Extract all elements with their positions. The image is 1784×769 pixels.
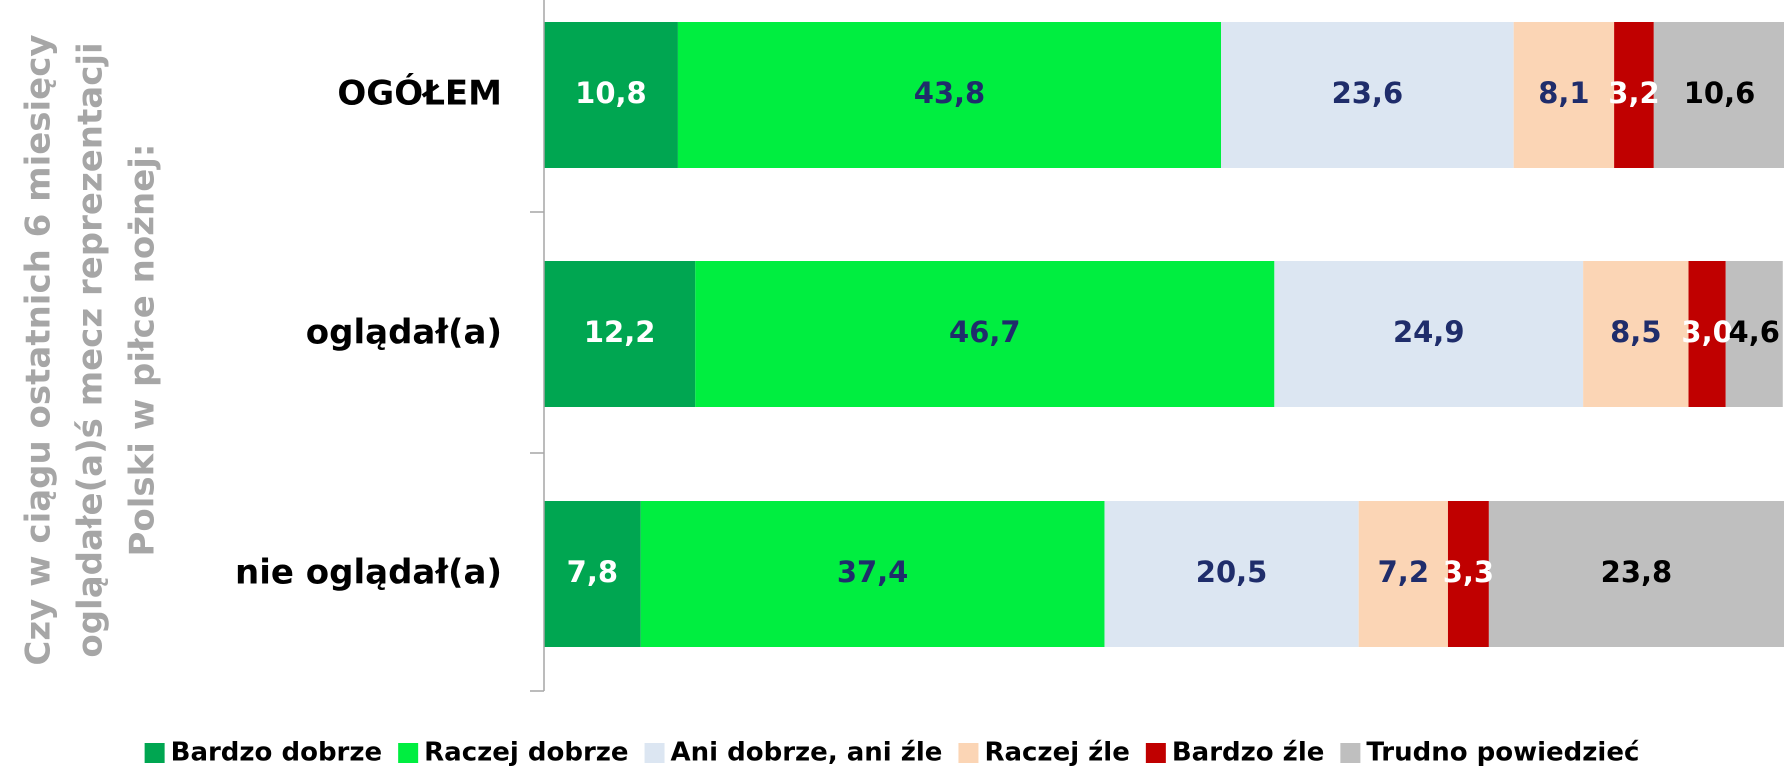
y-axis-label: oglądałe(a)ś mecz reprezentacji <box>71 42 111 657</box>
bar-segment <box>544 501 641 647</box>
value-label: 7,2 <box>1378 555 1429 589</box>
bar-segment <box>677 22 1222 168</box>
value-label: 10,6 <box>1684 76 1756 110</box>
value-label: 20,5 <box>1196 555 1268 589</box>
y-axis-label: Polski w piłce nożnej: <box>123 143 163 556</box>
bar-segment <box>1725 261 1783 407</box>
legend-swatch <box>144 743 165 763</box>
legend-swatch <box>644 743 665 763</box>
legend-label: Ani dobrze, ani źle <box>671 738 943 768</box>
value-label: 10,8 <box>575 76 647 110</box>
legend-label: Bardzo źle <box>1172 738 1325 768</box>
value-label: 3,3 <box>1443 555 1494 589</box>
bar-segment <box>544 261 696 407</box>
legend-label: Bardzo dobrze <box>171 738 383 768</box>
legend-swatch <box>1145 743 1166 763</box>
value-label: 46,7 <box>949 315 1021 349</box>
value-label: 12,2 <box>584 315 656 349</box>
value-label: 23,6 <box>1332 76 1404 110</box>
bar-segment <box>1688 261 1726 407</box>
value-label: 43,8 <box>914 76 986 110</box>
value-label: 37,4 <box>837 555 909 589</box>
bar-segment <box>1274 261 1584 407</box>
bar-segment <box>1513 22 1615 168</box>
value-label: 24,9 <box>1393 315 1465 349</box>
bar-segment <box>1488 501 1784 647</box>
value-label: 23,8 <box>1601 555 1673 589</box>
plot-area <box>544 22 1784 647</box>
bar-segment <box>1104 501 1359 647</box>
legend-label: Trudno powiedzieć <box>1366 738 1639 768</box>
category-label: nie oglądał(a) <box>235 553 502 593</box>
legend-label: Raczej dobrze <box>424 738 628 768</box>
category-label: oglądał(a) <box>306 313 502 353</box>
value-label: 3,0 <box>1681 315 1732 349</box>
bar-segment <box>544 22 678 168</box>
value-label: 7,8 <box>567 555 618 589</box>
bar-segment <box>1653 22 1784 168</box>
legend-swatch <box>1340 743 1361 763</box>
bar-segment <box>1221 22 1514 168</box>
bar-segment <box>640 501 1105 647</box>
legend-label: Raczej źle <box>984 738 1129 768</box>
legend-swatch <box>958 743 979 763</box>
category-label: OGÓŁEM <box>337 73 502 114</box>
bar-segment <box>1358 501 1448 647</box>
value-label: 8,1 <box>1538 76 1589 110</box>
y-axis-label: Czy w ciągu ostatnich 6 miesięcy <box>19 34 59 665</box>
value-label: 8,5 <box>1610 315 1661 349</box>
legend-swatch <box>398 743 419 763</box>
value-label: 3,2 <box>1608 76 1659 110</box>
bar-segment <box>695 261 1275 407</box>
bar-segment <box>1614 22 1654 168</box>
value-label: 4,6 <box>1729 315 1780 349</box>
bar-segment <box>1583 261 1689 407</box>
bar-segment <box>1447 501 1489 647</box>
